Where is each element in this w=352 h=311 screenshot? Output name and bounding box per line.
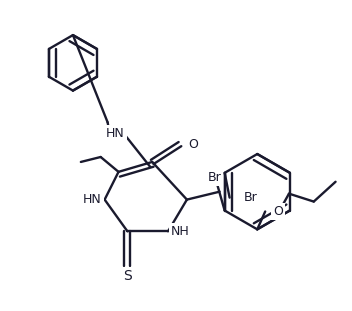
Text: HN: HN — [83, 193, 102, 206]
Text: O: O — [188, 137, 198, 151]
Text: HN: HN — [106, 127, 125, 140]
Text: S: S — [123, 269, 132, 283]
Text: Br: Br — [208, 171, 222, 184]
Text: Br: Br — [244, 191, 257, 204]
Text: O: O — [273, 205, 283, 218]
Text: NH: NH — [171, 225, 190, 238]
